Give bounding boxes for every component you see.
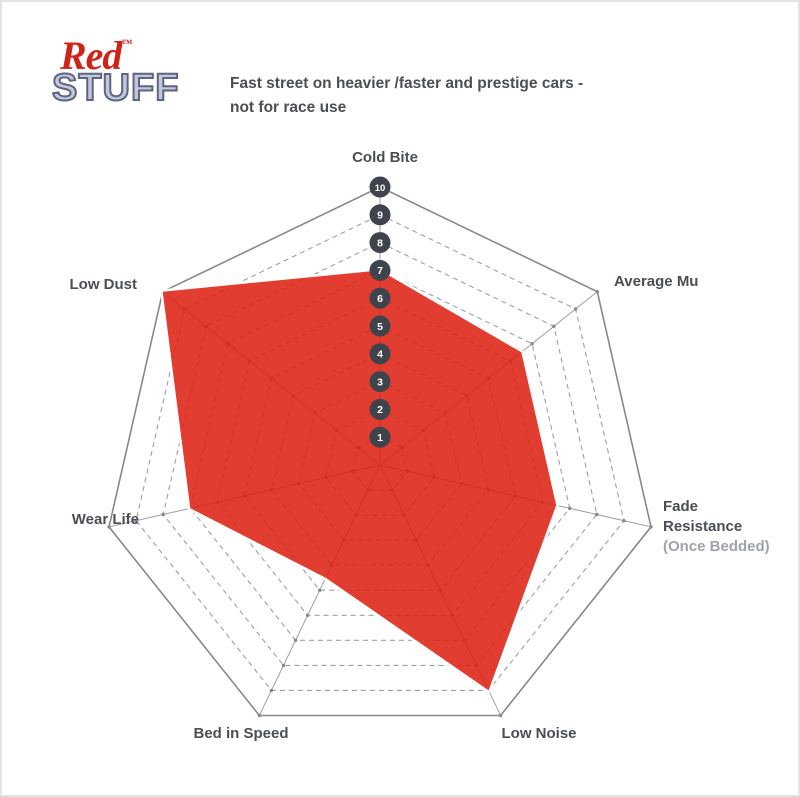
radar-scale-badges: 1 2 3 4 5 6 7 8 9 10 [369, 176, 391, 448]
svg-text:4: 4 [377, 349, 383, 361]
svg-text:9: 9 [377, 210, 383, 222]
svg-text:3: 3 [377, 376, 383, 388]
logo-red-word: Red [60, 33, 122, 78]
redstuff-logo: Red™ STUFF [51, 36, 212, 131]
axis-label-fade-resistance: Fade Resistance (Once Bedded) [663, 497, 775, 557]
axis-label-low-noise: Low Noise [501, 725, 577, 742]
radar-series-polygon [160, 267, 559, 693]
axis-label-bed-in-speed: Bed in Speed [193, 725, 289, 742]
axis-label-fade-resistance-text: Fade Resistance [663, 498, 743, 535]
svg-text:6: 6 [377, 293, 383, 305]
svg-text:5: 5 [377, 321, 383, 333]
axis-label-wear-life: Wear Life [71, 511, 139, 528]
chart-description: Fast street on heavier /faster and prest… [230, 72, 700, 120]
trademark-symbol: ™ [121, 38, 133, 50]
axis-label-average-mu: Average Mu [614, 273, 699, 290]
svg-text:1: 1 [377, 432, 383, 444]
svg-text:10: 10 [375, 183, 386, 194]
chart-description-line2: not for race use [230, 99, 347, 116]
axis-label-cold-bite: Cold Bite [352, 149, 418, 166]
svg-text:7: 7 [377, 265, 383, 277]
axis-label-once-bedded: (Once Bedded) [663, 538, 770, 555]
svg-text:8: 8 [377, 237, 383, 249]
svg-text:2: 2 [377, 404, 383, 416]
logo-stuff-text: STUFF [51, 67, 180, 109]
logo-red-text: Red™ [60, 36, 132, 76]
axis-label-low-dust: Low Dust [69, 276, 138, 293]
chart-description-line1: Fast street on heavier /faster and prest… [230, 75, 584, 92]
